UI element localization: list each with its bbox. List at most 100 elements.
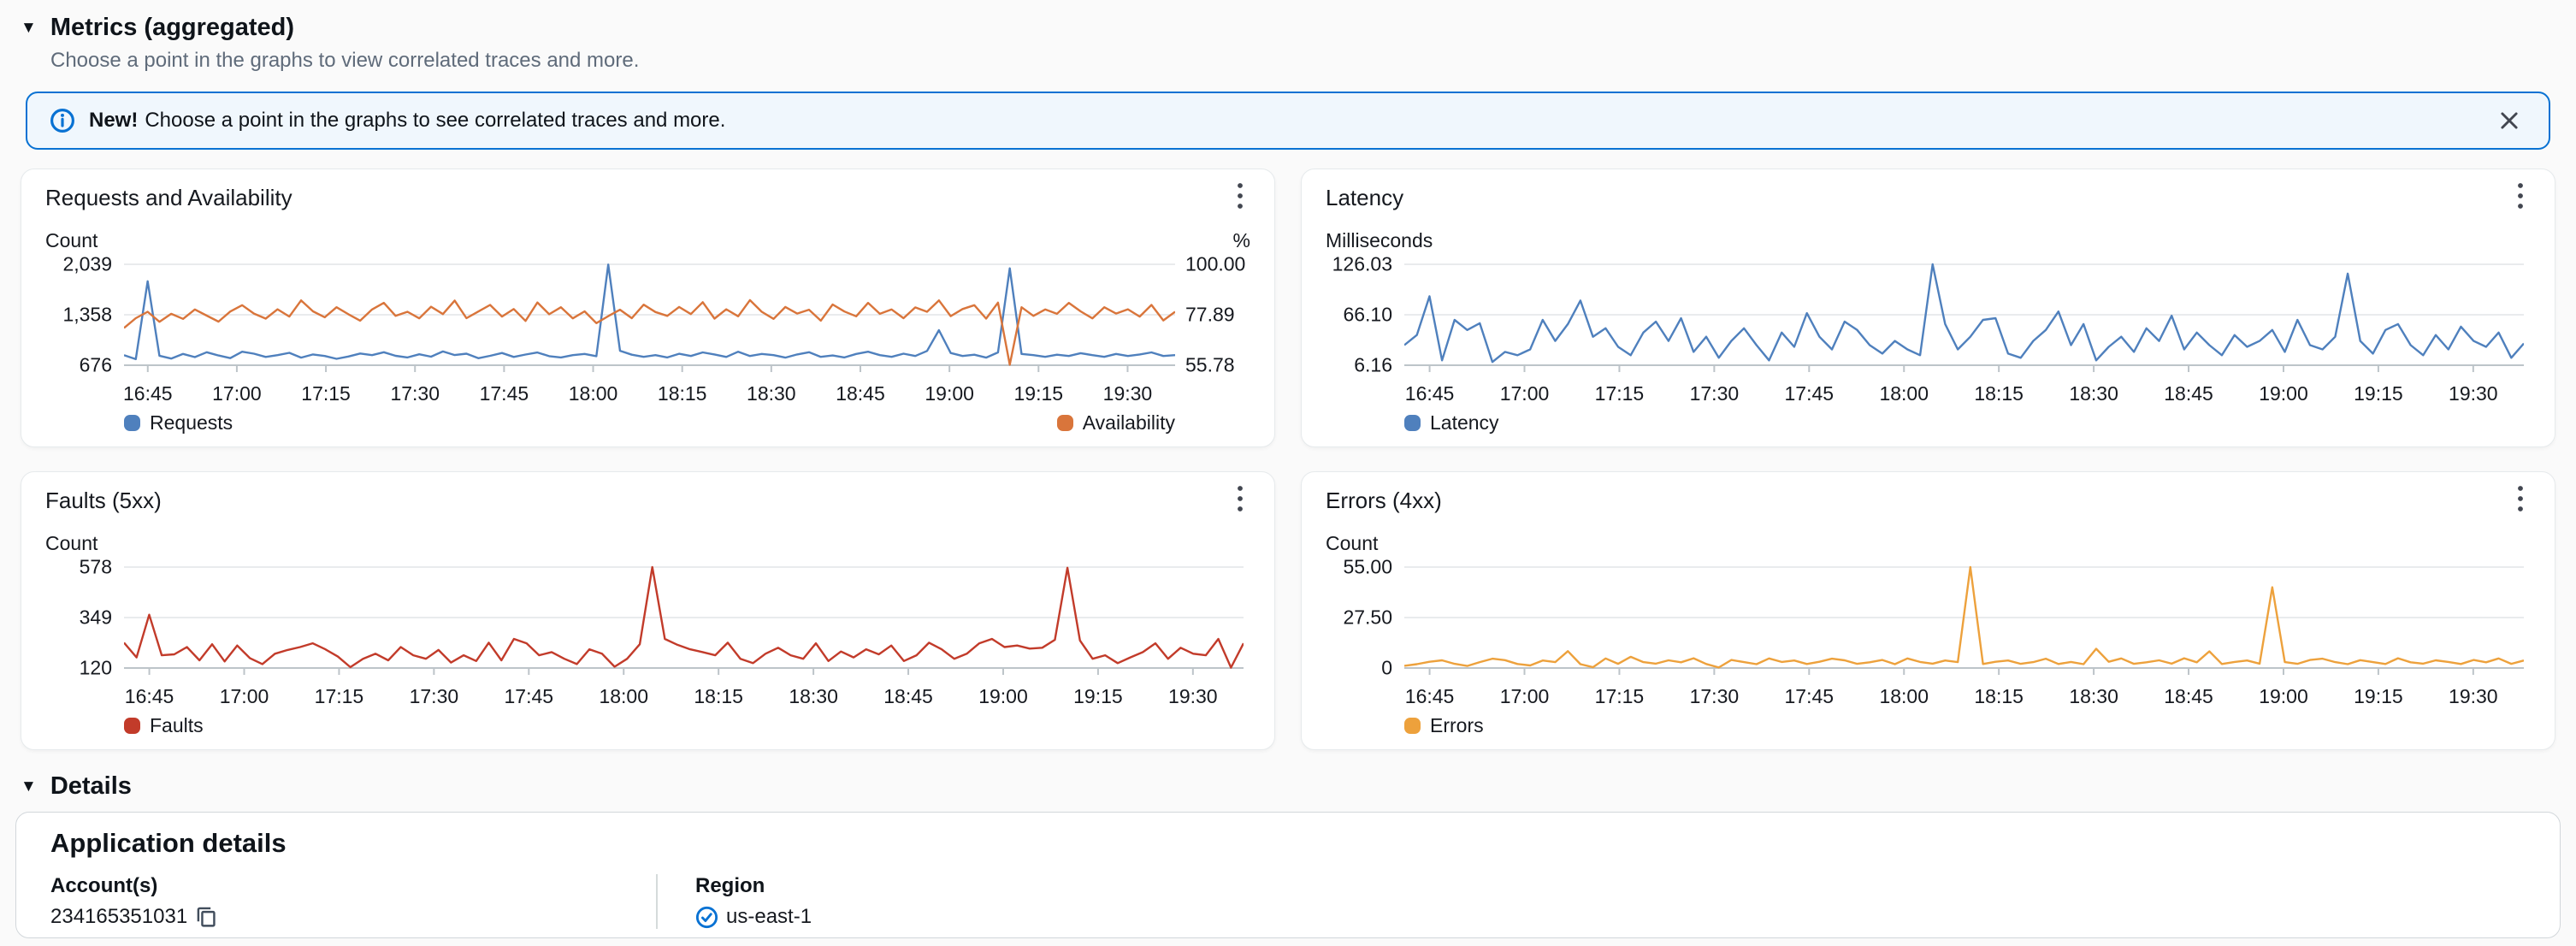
x-tick-label: 18:45 bbox=[883, 685, 933, 707]
x-tick-label: 17:30 bbox=[1689, 685, 1740, 707]
x-axis: 16:45 17:00 17:15 17:30 17:45 18:00 18:15 18:30… bbox=[122, 374, 1175, 410]
charts-grid: Requests and Availability Count% 2,039 1,35… bbox=[21, 169, 2555, 750]
kebab-icon bbox=[1238, 486, 1243, 511]
x-tick-label: 19:15 bbox=[1073, 685, 1123, 707]
x-tick-label: 18:30 bbox=[789, 685, 838, 707]
legend-swatch bbox=[1404, 415, 1421, 431]
y-tick-label: 120 bbox=[79, 656, 112, 679]
field-divider bbox=[656, 874, 658, 929]
metrics-section-subtitle: Choose a point in the graphs to view cor… bbox=[50, 49, 640, 72]
details-section-header[interactable]: ▼ Details bbox=[21, 772, 2555, 801]
legend-item-requests[interactable]: Requests bbox=[124, 411, 233, 435]
legend-item-availability[interactable]: Availability bbox=[1056, 411, 1175, 435]
legend: Errors bbox=[1404, 714, 2524, 737]
banner-message: New! Choose a point in the graphs to see … bbox=[89, 109, 726, 132]
x-tick-label: 18:15 bbox=[657, 382, 707, 405]
y-axis-left: 55.00 27.50 0 bbox=[1326, 556, 1404, 679]
chart-menu-button[interactable] bbox=[1223, 482, 1257, 517]
kebab-icon bbox=[2518, 486, 2523, 511]
x-tick-label: 17:30 bbox=[390, 382, 440, 405]
chart-plot[interactable] bbox=[124, 564, 1244, 677]
application-details-card: Application details Account(s) 234165351… bbox=[15, 812, 2561, 938]
x-tick-label: 17:00 bbox=[1499, 685, 1550, 707]
y-tick-label: 55.78 bbox=[1185, 353, 1235, 376]
x-tick-label: 17:45 bbox=[1784, 382, 1835, 405]
x-tick-label: 18:00 bbox=[1879, 382, 1929, 405]
x-tick-label: 18:30 bbox=[747, 382, 796, 405]
y-tick-label: 55.00 bbox=[1343, 555, 1392, 578]
x-tick-label: 19:00 bbox=[978, 685, 1028, 707]
chart-plot[interactable] bbox=[1404, 564, 2524, 677]
metrics-section-header[interactable]: ▼ Metrics (aggregated) bbox=[21, 14, 2555, 42]
x-tick-label: 17:15 bbox=[1594, 685, 1645, 707]
kebab-icon bbox=[2518, 183, 2523, 209]
y-tick-label: 77.89 bbox=[1185, 303, 1235, 326]
legend-swatch bbox=[1404, 718, 1421, 734]
series-line-availability bbox=[124, 300, 1175, 365]
x-tick-label: 17:45 bbox=[479, 382, 529, 405]
legend-item-faults[interactable]: Faults bbox=[124, 714, 204, 737]
close-icon bbox=[2501, 112, 2518, 129]
unit-left-label: Count bbox=[1326, 532, 1379, 554]
x-tick-label: 17:30 bbox=[409, 685, 459, 707]
x-axis: 16:45 17:00 17:15 17:30 17:45 18:00 18:15 18:30… bbox=[1404, 677, 2524, 712]
y-tick-label: 6.16 bbox=[1354, 353, 1392, 376]
x-tick-label: 19:15 bbox=[1013, 382, 1064, 405]
x-tick-label: 18:45 bbox=[836, 382, 885, 405]
x-tick-label: 17:15 bbox=[1594, 382, 1645, 405]
y-axis-right: 100.00 77.89 55.78 bbox=[1175, 253, 1250, 376]
x-tick-label: 19:30 bbox=[2449, 382, 2498, 405]
y-tick-label: 349 bbox=[79, 606, 112, 629]
chart-menu-button[interactable] bbox=[1223, 180, 1257, 214]
kebab-icon bbox=[1238, 183, 1243, 209]
copy-icon bbox=[197, 907, 216, 927]
banner-badge: New! bbox=[89, 109, 139, 132]
region-value: us-east-1 bbox=[726, 905, 812, 928]
region-label: Region bbox=[695, 874, 765, 897]
chart-card-faults-5xx: Faults (5xx) Count 578 349 120 16:45 17:00 17:1… bbox=[21, 471, 1275, 750]
legend-item-latency[interactable]: Latency bbox=[1404, 411, 1499, 435]
x-axis: 16:45 17:00 17:15 17:30 17:45 18:00 18:15 18:30… bbox=[124, 677, 1244, 712]
chart-menu-button[interactable] bbox=[2503, 180, 2538, 214]
chart-plot[interactable] bbox=[1404, 261, 2524, 374]
x-tick-label: 18:00 bbox=[1879, 685, 1929, 707]
x-tick-label: 19:30 bbox=[2449, 685, 2498, 707]
chart-card-errors-4xx: Errors (4xx) Count 55.00 27.50 0 16:45 17:00 17… bbox=[1301, 471, 2555, 750]
y-axis-right bbox=[1244, 564, 1250, 677]
legend-label: Errors bbox=[1430, 714, 1484, 736]
chart-plot[interactable] bbox=[124, 261, 1175, 374]
x-tick-label: 18:00 bbox=[599, 685, 649, 707]
unit-left-label: Count bbox=[45, 229, 98, 251]
check-circle-icon bbox=[695, 906, 718, 928]
legend-label: Requests bbox=[150, 411, 233, 434]
chart-title: Errors (4xx) bbox=[1326, 488, 1442, 513]
details-section-title: Details bbox=[50, 772, 132, 800]
x-tick-label: 17:45 bbox=[1784, 685, 1835, 707]
x-axis: 16:45 17:00 17:15 17:30 17:45 18:00 18:15 18:30… bbox=[1404, 374, 2524, 410]
legend: Requests Availability bbox=[124, 411, 1175, 435]
metrics-section-title: Metrics (aggregated) bbox=[50, 14, 295, 41]
chart-menu-button[interactable] bbox=[2503, 482, 2538, 517]
x-tick-label: 17:15 bbox=[314, 685, 364, 707]
x-tick-label: 19:30 bbox=[1102, 382, 1153, 405]
account-field: Account(s) 234165351031 bbox=[50, 874, 656, 929]
y-tick-label: 66.10 bbox=[1343, 303, 1392, 326]
x-tick-label: 16:45 bbox=[122, 382, 173, 405]
y-tick-label: 2,039 bbox=[62, 252, 112, 275]
y-tick-label: 0 bbox=[1381, 656, 1392, 679]
x-tick-label: 17:00 bbox=[219, 685, 269, 707]
y-axis-left: 126.03 66.10 6.16 bbox=[1326, 253, 1404, 376]
series-line-latency bbox=[1404, 264, 2524, 362]
x-tick-label: 18:15 bbox=[694, 685, 743, 707]
unit-right-label: % bbox=[1232, 229, 1250, 251]
x-tick-label: 19:00 bbox=[2259, 685, 2308, 707]
x-tick-label: 18:15 bbox=[1974, 685, 2024, 707]
legend-item-errors[interactable]: Errors bbox=[1404, 714, 1484, 737]
x-tick-label: 17:00 bbox=[1499, 382, 1550, 405]
x-tick-label: 17:45 bbox=[504, 685, 554, 707]
copy-account-button[interactable] bbox=[195, 906, 217, 928]
x-tick-label: 19:30 bbox=[1168, 685, 1218, 707]
banner-close-button[interactable] bbox=[2492, 103, 2526, 138]
application-details-title: Application details bbox=[50, 828, 287, 858]
